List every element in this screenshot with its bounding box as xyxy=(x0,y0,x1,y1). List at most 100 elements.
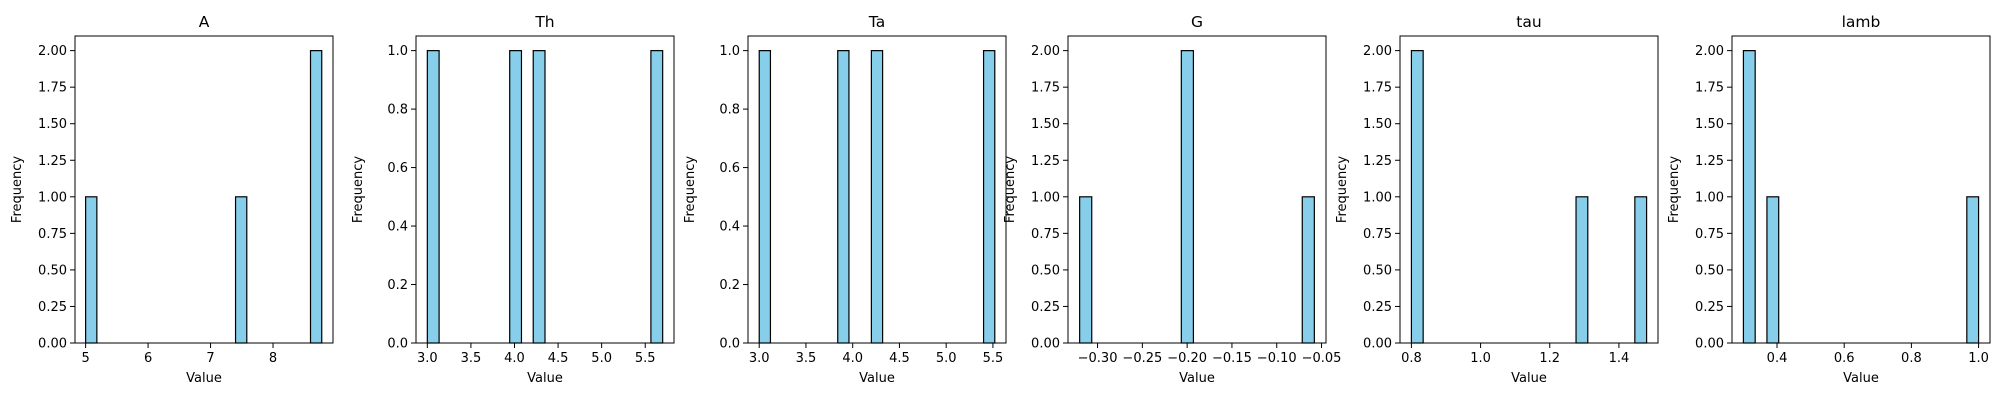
y-tick-label: 1.75 xyxy=(1695,81,1724,96)
y-tick-label: 0.25 xyxy=(1031,300,1060,315)
y-tick-label: 1.50 xyxy=(1031,117,1060,132)
y-tick-label: 0.4 xyxy=(719,220,740,235)
y-tick-label: 0.75 xyxy=(1363,227,1392,242)
x-tick-label: 5.0 xyxy=(936,351,957,366)
chart-title: G xyxy=(1191,13,1203,31)
histogram-panel: −0.30 −0.25 −0.20 −0.15 −0.10 −0.05 0.00 0.25 0.… xyxy=(1003,13,1341,386)
y-tick-label: 0.25 xyxy=(38,300,67,315)
x-tick-label: 3.5 xyxy=(461,351,482,366)
y-tick-label: 0.6 xyxy=(387,161,408,176)
histogram-bar xyxy=(870,50,884,344)
histogram-bar xyxy=(1180,50,1195,344)
y-tick-label: 1.75 xyxy=(1363,81,1392,96)
y-tick-label: 0.50 xyxy=(1031,263,1060,278)
y-tick-label: 0.6 xyxy=(719,161,740,176)
y-tick-label: 1.00 xyxy=(1031,190,1060,205)
y-tick-label: 0.2 xyxy=(719,278,740,293)
y-axis-label: Frequency xyxy=(683,156,698,223)
y-tick-label: 1.75 xyxy=(38,81,67,96)
axes-frame xyxy=(1399,35,1659,344)
y-axis-label: Frequency xyxy=(351,156,366,223)
histogram-panel: 3.0 3.5 4.0 4.5 5.0 5.5 0.0 0.2 0.4 0.6 0.8 1.0 Th Va… xyxy=(351,13,675,386)
histogram-bar xyxy=(982,50,996,344)
x-tick-label: 0.8 xyxy=(1401,351,1422,366)
y-axis-label: Frequency xyxy=(1667,156,1682,223)
histogram-panel: 3.0 3.5 4.0 4.5 5.0 5.5 0.0 0.2 0.4 0.6 0.8 1.0 Ta Va… xyxy=(683,13,1007,386)
y-tick-label: 1.00 xyxy=(1695,190,1724,205)
y-tick-label: 1.50 xyxy=(1695,117,1724,132)
histogram-panel: 0.4 0.6 0.8 1.0 0.00 0.25 0.50 0.75 1.00 1.25 1.50… xyxy=(1667,13,1991,386)
chart-title: A xyxy=(199,13,210,31)
axes-frame xyxy=(74,35,334,344)
x-tick-label: 5 xyxy=(81,351,89,366)
x-tick-label: 1.0 xyxy=(1968,351,1989,366)
y-tick-label: 2.00 xyxy=(38,44,67,59)
x-tick-label: 7 xyxy=(206,351,214,366)
x-tick-label: 4.5 xyxy=(889,351,910,366)
histogram-bar xyxy=(234,196,248,344)
y-tick-label: 1.00 xyxy=(38,190,67,205)
y-tick-label: 1.50 xyxy=(38,117,67,132)
y-tick-label: 0.00 xyxy=(1695,337,1724,352)
chart-title: Ta xyxy=(868,13,885,31)
x-tick-label: 1.0 xyxy=(1470,351,1491,366)
x-axis-label: Value xyxy=(527,371,563,386)
histogram-bar xyxy=(1742,50,1756,344)
y-tick-label: 0.50 xyxy=(1363,263,1392,278)
x-tick-label: 0.6 xyxy=(1834,351,1855,366)
histogram-bar xyxy=(1966,196,1980,344)
x-tick-label: 4.5 xyxy=(548,351,569,366)
chart-title: lamb xyxy=(1842,13,1881,31)
x-tick-label: 5.0 xyxy=(591,351,612,366)
y-axis-label: Frequency xyxy=(1003,156,1018,223)
y-tick-label: 2.00 xyxy=(1695,44,1724,59)
histogram-bar xyxy=(1575,196,1589,344)
axes-frame xyxy=(747,35,1007,344)
y-tick-label: 0.50 xyxy=(38,263,67,278)
histogram-panel: 0.8 1.0 1.2 1.4 0.00 0.25 0.50 0.75 1.00 1.25 1.50… xyxy=(1335,13,1659,386)
y-axis-label: Frequency xyxy=(10,156,25,223)
y-tick-label: 0.25 xyxy=(1695,300,1724,315)
y-tick-label: 1.75 xyxy=(1031,81,1060,96)
x-tick-label: −0.30 xyxy=(1078,351,1118,366)
chart-title: tau xyxy=(1516,13,1541,31)
axes-frame xyxy=(1067,35,1327,344)
x-tick-label: 8 xyxy=(269,351,277,366)
histogram-panel: 5 6 7 8 0.00 0.25 0.50 0.75 1.00 1.25 1.50 1.75 2.00… xyxy=(10,13,334,386)
y-tick-label: 0.2 xyxy=(387,278,408,293)
x-tick-label: −0.15 xyxy=(1212,351,1252,366)
y-tick-label: 0.50 xyxy=(1695,263,1724,278)
y-tick-label: 1.25 xyxy=(1363,154,1392,169)
x-tick-label: 5.5 xyxy=(983,351,1004,366)
x-axis-label: Value xyxy=(1511,371,1547,386)
y-tick-label: 2.00 xyxy=(1031,44,1060,59)
histogram-bar xyxy=(1301,196,1315,344)
x-tick-label: −0.10 xyxy=(1257,351,1297,366)
y-tick-label: 1.25 xyxy=(1031,154,1060,169)
x-tick-label: 3.0 xyxy=(417,351,438,366)
x-tick-label: −0.25 xyxy=(1122,351,1162,366)
x-tick-label: 3.5 xyxy=(796,351,817,366)
x-tick-label: 1.4 xyxy=(1609,351,1630,366)
x-tick-label: 1.2 xyxy=(1539,351,1560,366)
y-tick-label: 1.25 xyxy=(38,154,67,169)
y-axis-label: Frequency xyxy=(1335,156,1350,223)
y-tick-label: 0.8 xyxy=(719,103,740,118)
axes-frame xyxy=(415,35,675,344)
x-tick-label: 3.0 xyxy=(749,351,770,366)
x-tick-label: 5.5 xyxy=(635,351,656,366)
y-tick-label: 0.75 xyxy=(1031,227,1060,242)
x-tick-label: 4.0 xyxy=(504,351,525,366)
y-tick-label: 1.50 xyxy=(1363,117,1392,132)
y-tick-label: 1.25 xyxy=(1695,154,1724,169)
histogram-bar xyxy=(509,50,523,344)
x-tick-label: 0.8 xyxy=(1901,351,1922,366)
y-tick-label: 0.00 xyxy=(1031,337,1060,352)
histogram-bar xyxy=(426,50,440,344)
x-axis-label: Value xyxy=(1179,371,1215,386)
y-tick-label: 1.0 xyxy=(719,44,740,59)
y-tick-label: 0.0 xyxy=(387,337,408,352)
histogram-bar xyxy=(1766,196,1780,344)
histogram-bar xyxy=(1410,50,1424,344)
x-axis-label: Value xyxy=(1843,371,1879,386)
